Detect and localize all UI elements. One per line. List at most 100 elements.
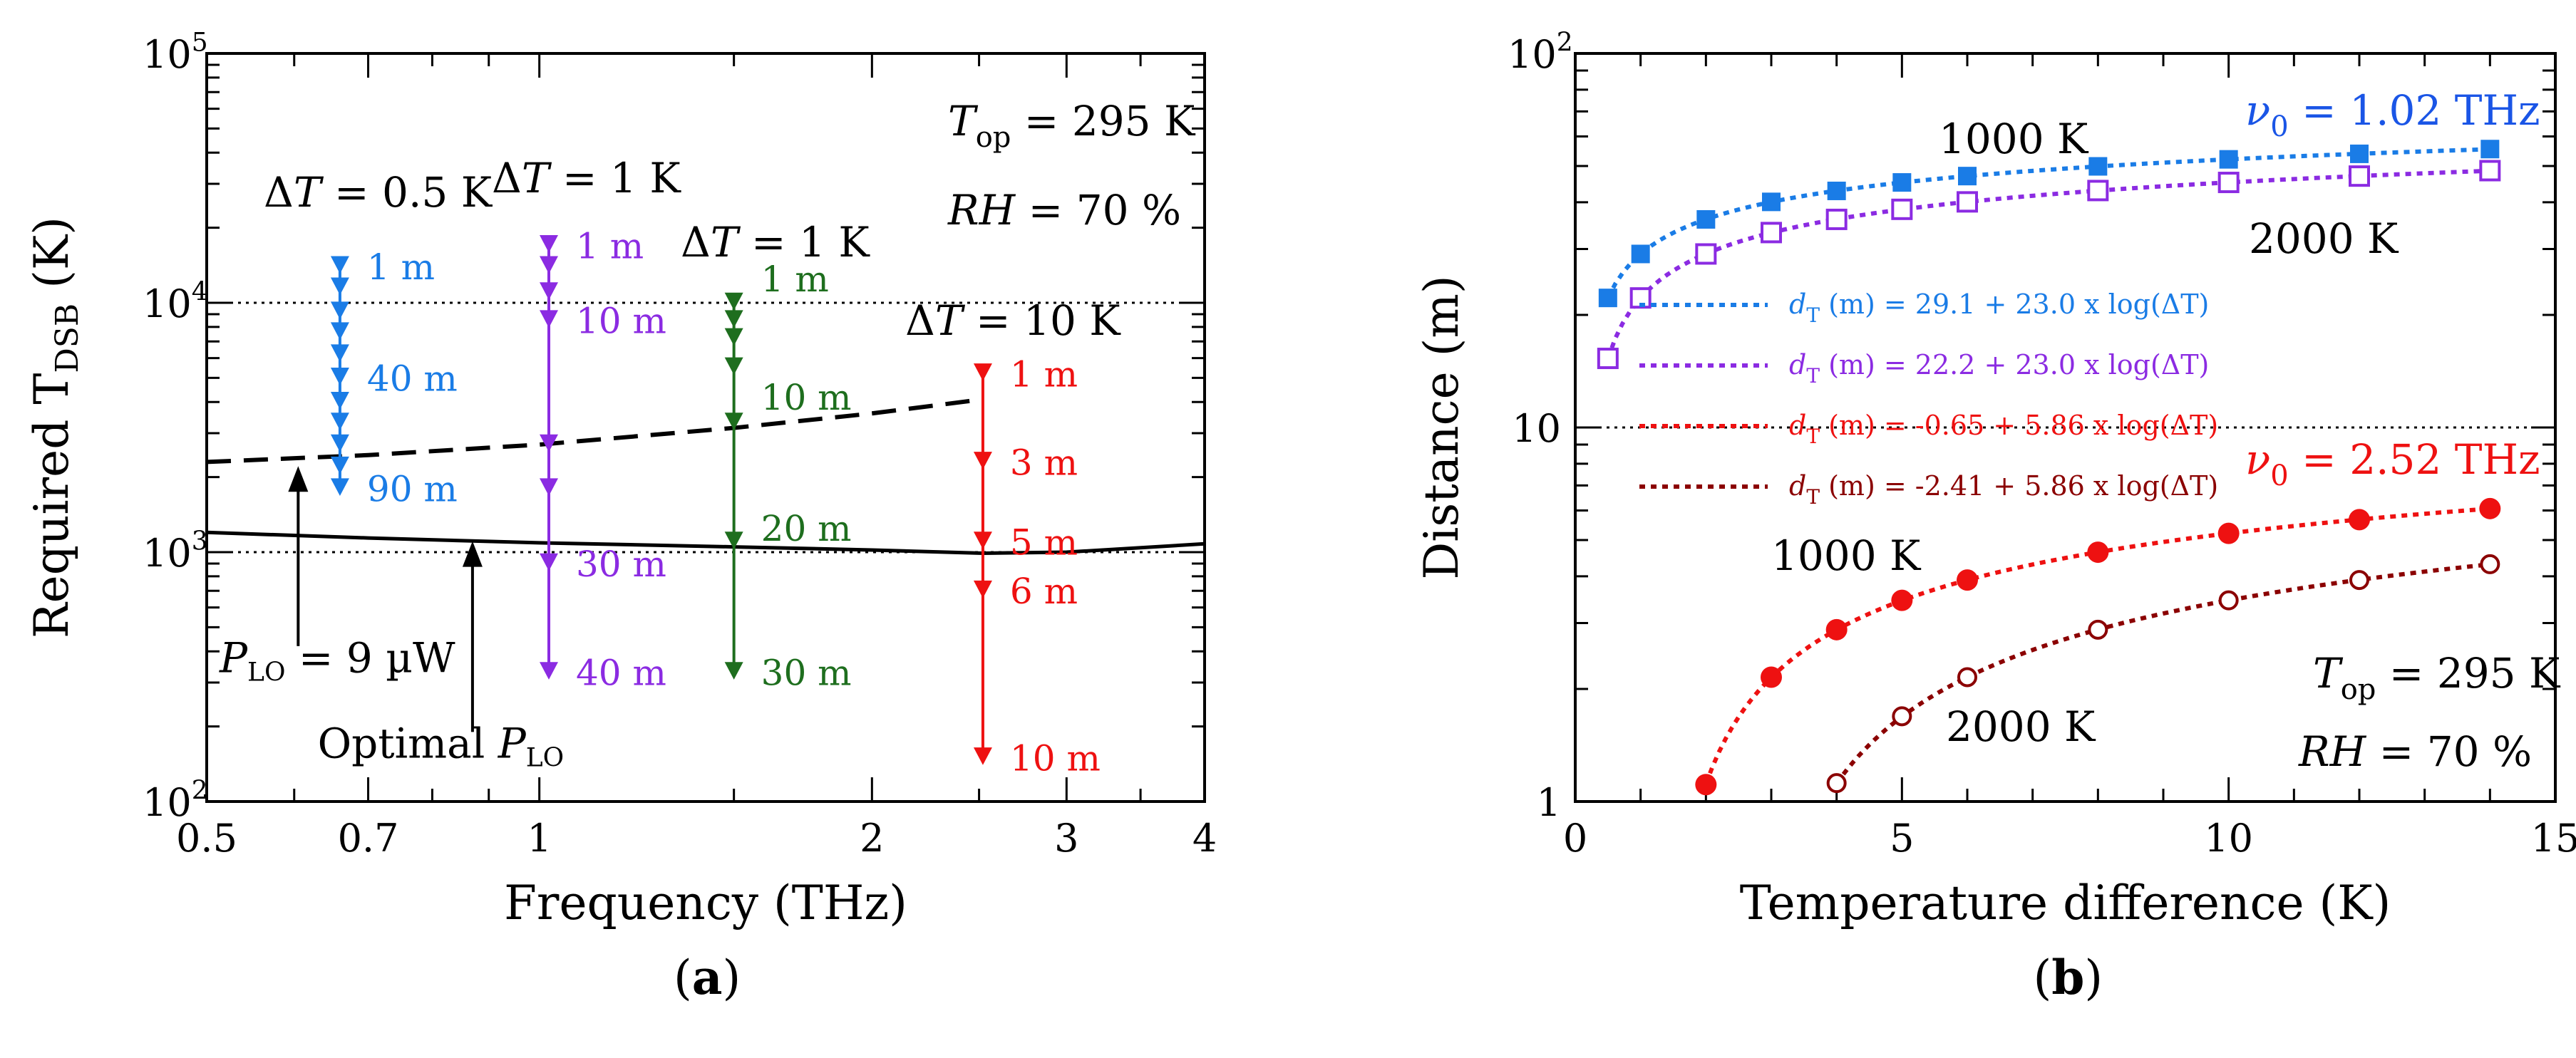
series-2-distance-label-2: 20 m <box>761 508 852 549</box>
series-1-marker-2 <box>539 282 558 300</box>
x-tick-label-2: 10 <box>2204 816 2253 861</box>
y-axis-label-part-2: (K) <box>24 217 79 304</box>
series-2-marker-0 <box>724 292 743 311</box>
series-1-point-9 <box>2349 165 2370 187</box>
series-1-marker-0 <box>539 235 558 253</box>
optimal-plo-label-part-2: LO <box>526 743 564 772</box>
top-condition-label-part-0: T <box>948 97 979 145</box>
series-2-point-2 <box>1825 618 1848 640</box>
series-1-point-0 <box>1597 348 1619 370</box>
y-tick-label-3: 105 <box>143 28 208 77</box>
series-3-name-label: 2000 K <box>1946 702 2096 751</box>
series-1-point-2 <box>1695 243 1717 265</box>
y-tick-label-3-part-1: 5 <box>192 28 208 58</box>
series-3-fit-line <box>1835 562 2490 785</box>
series-3-marker-2 <box>973 531 992 549</box>
series-0-point-8 <box>2219 150 2238 169</box>
series-3-delta-t-label-part-2: = 10 K <box>963 296 1122 345</box>
top-condition-label-part-1: op <box>976 121 1011 154</box>
y-tick-label-2-part-0: 10 <box>143 281 192 326</box>
series-0-marker-8 <box>330 434 349 452</box>
x-axis-label: Frequency (THz) <box>504 876 907 930</box>
series-0-delta-t-label-part-1: T <box>294 168 324 217</box>
rh-condition-label-part-1: = 70 % <box>2366 727 2532 776</box>
optimal-plo-label: Optimal PLO <box>318 719 565 772</box>
x-axis-label: Temperature difference (K) <box>1740 876 2391 930</box>
fit-legend-text-2-part-1: T <box>1806 425 1820 448</box>
series-1-distance-label-1: 10 m <box>576 301 666 342</box>
series-2-delta-t-label-part-0: Δ <box>681 218 711 266</box>
series-3-distance-label-1: 3 m <box>1010 442 1078 483</box>
y-tick-label-0: 1 <box>1537 780 1561 825</box>
y-tick-label-0-part-0: 10 <box>143 780 192 825</box>
y-tick-label-1: 103 <box>143 527 208 576</box>
series-1-point-5 <box>1891 198 1913 220</box>
series-1-marker-1 <box>539 256 558 274</box>
series-0: 1 m 40 m 90 m <box>330 247 458 510</box>
plot-frame <box>1574 52 2557 803</box>
series-1-delta-t-label: ΔT = 1 K <box>492 154 681 202</box>
series-0-marker-3 <box>330 322 349 341</box>
series-3-distance-label-4: 10 m <box>1010 737 1101 779</box>
series-1-delta-t-label-part-0: Δ <box>492 154 522 202</box>
series-2-point-4 <box>1957 569 1978 591</box>
series-2-point-1 <box>1761 666 1782 688</box>
rh-condition-label-part-1: = 70 % <box>1015 186 1181 234</box>
y-axis-label: Distance (m) <box>1414 275 1469 579</box>
fit-legend-text-0-part-1: T <box>1806 304 1820 327</box>
optimal-plo-label-part-1: P <box>498 719 527 767</box>
series-1-marker-3 <box>539 310 558 328</box>
series-0 <box>1598 140 2500 308</box>
series-1-point-7 <box>2087 180 2109 202</box>
series-0-marker-2 <box>330 301 349 320</box>
y-axis-label-part-0: Required T <box>24 373 79 638</box>
frequency-label-1: ν0 = 2.52 THz <box>2245 435 2540 492</box>
fit-legend-text-1: dT (m) = 22.2 + 23.0 x log(ΔT) <box>1789 349 2209 388</box>
top-condition-label-part-2: = 295 K <box>1011 97 1196 145</box>
series-1-point-10 <box>2479 160 2501 182</box>
y-tick-label-1-part-0: 10 <box>143 531 192 576</box>
panel-label-b: (b) <box>2034 950 2103 1005</box>
series-0-marker-7 <box>330 413 349 430</box>
series-0-delta-t-label-part-0: Δ <box>264 168 294 217</box>
optimal-plo-label-part-0: Optimal <box>318 719 498 767</box>
series-2-delta-t-label-part-2: = 1 K <box>738 218 871 266</box>
series-3-point-1 <box>1892 706 1912 727</box>
series-1-name-label: 2000 K <box>2249 214 2399 263</box>
series-2-distance-label-3: 30 m <box>761 653 852 694</box>
fit-legend-text-1-part-1: T <box>1806 364 1820 388</box>
panel-label-a: (a) <box>674 950 741 1005</box>
series-3-marker-3 <box>973 580 992 598</box>
panel-label-b-part-2: ) <box>2084 950 2103 1005</box>
series-0-point-1 <box>1631 244 1650 264</box>
series-0-marker-5 <box>330 368 349 385</box>
series-0-marker-4 <box>330 344 349 363</box>
series-3-marker-4 <box>973 747 992 765</box>
frequency-label-0-part-2: = 1.02 THz <box>2289 86 2540 135</box>
series-3-marker-1 <box>973 452 992 470</box>
fit-legend-text-2-part-2: (m) = -0.65 + 5.86 x log(ΔT) <box>1820 410 2218 441</box>
series-0-point-4 <box>1827 181 1846 200</box>
series-0-point-2 <box>1696 209 1716 229</box>
series-1 <box>1597 160 2501 370</box>
top-condition-label-part-2: = 295 K <box>2376 649 2561 697</box>
fit-legend-text-1-part-0: d <box>1789 349 1806 380</box>
y-tick-label-2-part-1: 4 <box>192 278 208 307</box>
x-tick-label-3: 2 <box>860 816 884 861</box>
series-3-delta-t-label-part-0: Δ <box>905 296 935 345</box>
series-1-distance-label-0: 1 m <box>576 225 644 266</box>
series-1-point-4 <box>1825 208 1848 230</box>
x-tick-label-2: 1 <box>527 816 551 861</box>
rh-condition-label-part-0: RH <box>2298 727 2367 776</box>
series-0-delta-t-label: ΔT = 0.5 K <box>264 168 493 217</box>
y-tick-label-1: 10 <box>1512 406 1561 451</box>
series-3-distance-label-2: 5 m <box>1010 522 1078 564</box>
fit-legend-text-0-part-2: (m) = 29.1 + 23.0 x log(ΔT) <box>1820 289 2209 320</box>
top-condition-label: Top = 295 K <box>2313 649 2561 706</box>
series-0-marker-9 <box>330 456 349 474</box>
series-2-marker-3 <box>724 357 743 375</box>
y-tick-label-2: 102 <box>1508 28 1573 77</box>
